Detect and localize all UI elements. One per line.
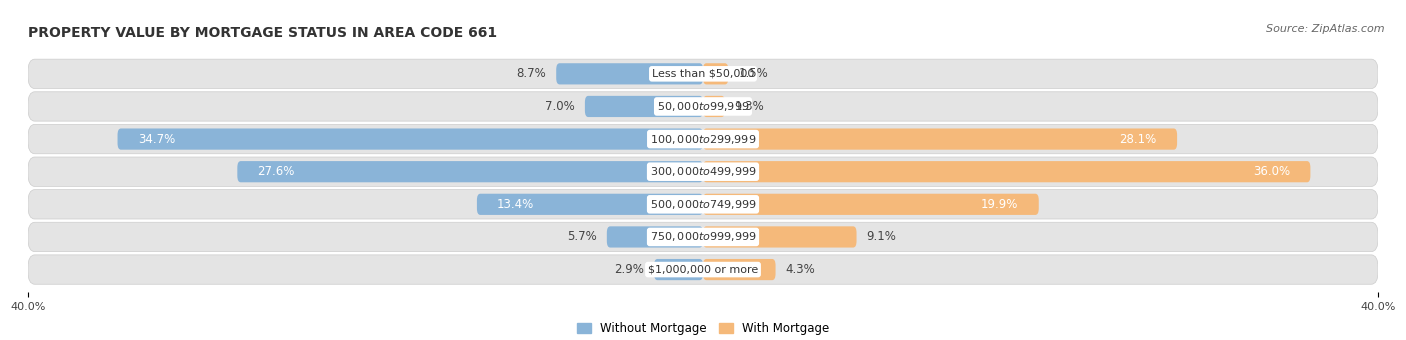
Text: Source: ZipAtlas.com: Source: ZipAtlas.com [1267,24,1385,34]
FancyBboxPatch shape [118,129,703,150]
FancyBboxPatch shape [703,96,725,117]
Text: 1.5%: 1.5% [738,67,768,80]
FancyBboxPatch shape [238,161,703,182]
Text: 9.1%: 9.1% [866,231,897,243]
Text: 7.0%: 7.0% [546,100,575,113]
FancyBboxPatch shape [28,59,1378,88]
FancyBboxPatch shape [703,63,728,84]
Text: 13.4%: 13.4% [498,198,534,211]
FancyBboxPatch shape [28,190,1378,219]
FancyBboxPatch shape [557,63,703,84]
Text: $750,000 to $999,999: $750,000 to $999,999 [650,231,756,243]
FancyBboxPatch shape [654,259,703,280]
Text: Less than $50,000: Less than $50,000 [652,69,754,79]
Text: 19.9%: 19.9% [981,198,1018,211]
Text: $500,000 to $749,999: $500,000 to $749,999 [650,198,756,211]
Legend: Without Mortgage, With Mortgage: Without Mortgage, With Mortgage [572,317,834,340]
FancyBboxPatch shape [703,259,776,280]
Text: PROPERTY VALUE BY MORTGAGE STATUS IN AREA CODE 661: PROPERTY VALUE BY MORTGAGE STATUS IN ARE… [28,26,498,40]
Text: $50,000 to $99,999: $50,000 to $99,999 [657,100,749,113]
FancyBboxPatch shape [28,222,1378,252]
Text: 27.6%: 27.6% [257,165,295,178]
FancyBboxPatch shape [28,124,1378,154]
FancyBboxPatch shape [28,255,1378,284]
FancyBboxPatch shape [703,129,1177,150]
Text: 34.7%: 34.7% [138,133,174,146]
FancyBboxPatch shape [607,226,703,248]
FancyBboxPatch shape [703,194,1039,215]
Text: 5.7%: 5.7% [567,231,596,243]
Text: $300,000 to $499,999: $300,000 to $499,999 [650,165,756,178]
FancyBboxPatch shape [28,92,1378,121]
Text: 36.0%: 36.0% [1253,165,1291,178]
FancyBboxPatch shape [477,194,703,215]
Text: 28.1%: 28.1% [1119,133,1157,146]
FancyBboxPatch shape [28,157,1378,186]
Text: 1.3%: 1.3% [735,100,765,113]
Text: 2.9%: 2.9% [614,263,644,276]
FancyBboxPatch shape [703,226,856,248]
Text: $100,000 to $299,999: $100,000 to $299,999 [650,133,756,146]
Text: 8.7%: 8.7% [516,67,546,80]
Text: $1,000,000 or more: $1,000,000 or more [648,265,758,275]
FancyBboxPatch shape [703,161,1310,182]
FancyBboxPatch shape [585,96,703,117]
Text: 4.3%: 4.3% [786,263,815,276]
